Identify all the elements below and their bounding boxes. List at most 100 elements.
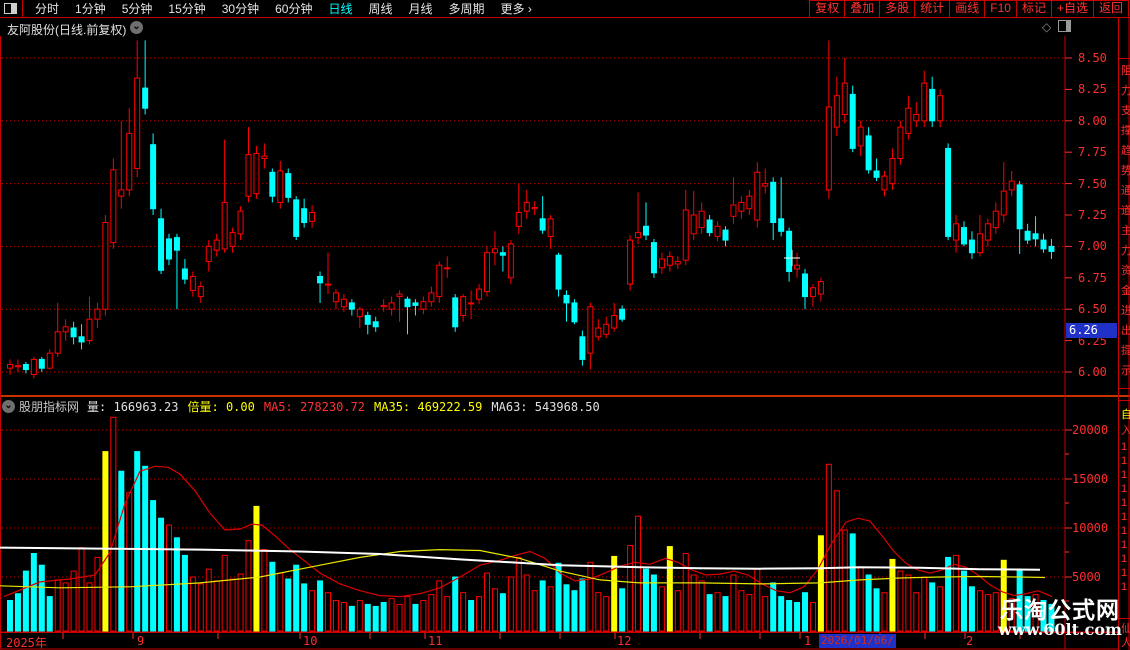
period-item-5分钟[interactable]: 5分钟 — [121, 2, 153, 16]
strip-list-value: 1 — [1121, 567, 1128, 579]
strip-text: 势 — [1121, 166, 1130, 177]
volume-tick-label: 10000 — [1072, 521, 1109, 535]
watermark-url: www.60lt.com — [998, 620, 1122, 640]
price-tick-label: 7.00 — [1078, 239, 1107, 254]
watermark-site-name: 乐淘公式网 — [999, 597, 1120, 623]
time-label-2: 2 — [966, 634, 974, 648]
strip-text: 出 — [1121, 326, 1130, 337]
indicator-field: MA5: 278230.72 — [263, 399, 366, 414]
strip-text: 通 — [1121, 186, 1130, 197]
strip-list-value: 1 — [1121, 497, 1128, 509]
strip-list-value: 1 — [1121, 553, 1128, 565]
period-item-周线[interactable]: 周线 — [368, 2, 393, 16]
chevron-down-icon[interactable]: ⌄ — [2, 399, 15, 413]
strip-text: 提 — [1121, 346, 1130, 357]
action-button-画线[interactable]: 画线 — [949, 1, 984, 17]
strip-list-value: 1 — [1121, 511, 1128, 523]
strip-list-value: 1 — [1121, 483, 1128, 495]
action-button-复权[interactable]: 复权 — [815, 1, 840, 15]
strip-text: 进 — [1121, 306, 1130, 317]
period-item-30分钟[interactable]: 30分钟 — [221, 2, 260, 16]
volume-tick-label: 15000 — [1072, 472, 1109, 486]
clipped-side-panel: 阻力支撑趋势通道主力资金进出提示自入11111111111仙人指 — [1118, 18, 1130, 650]
strip-list-value: 1 — [1121, 469, 1128, 481]
indicator-field: MA63: 543968.50 — [491, 399, 600, 414]
watermark: 乐淘公式网 www.60lt.com — [998, 598, 1122, 639]
indicator-header: ⌄ 股朋指标网 量: 166963.23 倍量: 0.00 MA5: 278230.… — [0, 398, 1060, 414]
indicator-field: MA35: 469222.59 — [374, 399, 483, 414]
time-label-1: 1 — [804, 634, 812, 648]
action-button-返回[interactable]: 返回 — [1092, 1, 1128, 17]
strip-divider — [1119, 400, 1130, 401]
action-button-多股[interactable]: 多股 — [879, 1, 914, 17]
strip-text: 人 — [1121, 638, 1130, 649]
strip-text: 仙 — [1121, 624, 1130, 635]
strip-list-value: 1 — [1121, 581, 1128, 593]
volume-tick-label: 5000 — [1072, 570, 1101, 584]
price-tick-label: 8.50 — [1078, 51, 1107, 65]
current-price-tag: 6.26 — [1066, 323, 1117, 338]
price-tick-label: 6.50 — [1078, 302, 1107, 317]
price-tick-label: 6.75 — [1078, 270, 1107, 285]
strip-text: 金 — [1121, 286, 1130, 297]
strip-list-value: 1 — [1121, 525, 1128, 537]
strip-text: 阻 — [1121, 66, 1130, 77]
price-tick-label: 8.25 — [1078, 82, 1107, 97]
volume-tick-label: 20000 — [1072, 423, 1109, 437]
window-split-icon[interactable] — [4, 3, 17, 14]
strip-text: 力 — [1121, 246, 1130, 257]
time-label-9: 9 — [137, 634, 145, 648]
price-tick-label: 8.00 — [1078, 113, 1107, 128]
strip-text: 入 — [1121, 426, 1130, 437]
period-item-1分钟[interactable]: 1分钟 — [75, 2, 106, 16]
time-label-11: 11 — [428, 634, 443, 648]
strip-divider — [1119, 58, 1130, 59]
price-tick-label: 7.75 — [1078, 145, 1107, 160]
strip-list-value: 1 — [1121, 441, 1128, 453]
strip-divider — [1119, 618, 1130, 619]
action-button-F10[interactable]: F10 — [984, 1, 1016, 17]
strip-text: 撑 — [1121, 126, 1130, 137]
period-item-多周期[interactable]: 多周期 — [448, 2, 485, 16]
indicator-field: 量: 166963.23 — [87, 399, 179, 414]
period-item-更多›[interactable]: 更多 › — [500, 2, 532, 16]
action-button-+自选[interactable]: +自选 — [1050, 1, 1093, 17]
strip-list-value: 1 — [1121, 455, 1128, 467]
strip-text: 力 — [1121, 86, 1130, 97]
strip-text: 示 — [1121, 366, 1130, 377]
title-bar: 友阿股份(日线.前复权) ⌄ ◇ — [0, 18, 1130, 37]
time-label-2025年: 2025年 — [6, 636, 47, 650]
strip-text: 道 — [1121, 206, 1130, 217]
action-button-标记[interactable]: 标记 — [1015, 1, 1051, 17]
action-button-统计[interactable]: 统计 — [914, 1, 949, 17]
period-item-月线[interactable]: 月线 — [408, 2, 433, 16]
diamond-icon[interactable]: ◇ — [1042, 20, 1052, 34]
strip-divider — [1119, 208, 1130, 209]
stock-title: 友阿股份(日线.前复权) — [7, 23, 127, 37]
strip-divider — [1119, 388, 1130, 389]
period-item-分时[interactable]: 分时 — [35, 2, 60, 16]
strip-text: 趋 — [1121, 146, 1130, 157]
period-menu: 分时 1分钟 5分钟 15分钟 30分钟 60分钟 日线 周线 月线 多周期 更多 › — [22, 0, 540, 17]
strip-list-value: 1 — [1121, 539, 1128, 551]
window-icon[interactable] — [1058, 20, 1071, 32]
period-item-15分钟[interactable]: 15分钟 — [168, 2, 206, 16]
time-label-10: 10 — [303, 634, 318, 648]
indicator-field: 倍量: 0.00 — [187, 399, 255, 414]
time-axis — [0, 632, 1118, 650]
chevron-down-icon[interactable]: ⌄ — [130, 21, 143, 34]
price-tick-label: 7.25 — [1078, 208, 1107, 222]
period-toolbar: 分时 1分钟 5分钟 15分钟 30分钟 60分钟 日线 周线 月线 多周期 更多 › 复权 叠加 多股… — [0, 0, 1130, 18]
strip-text: 支 — [1121, 106, 1130, 117]
price-tick-label: 7.50 — [1078, 176, 1107, 191]
period-item-60分钟[interactable]: 60分钟 — [275, 2, 313, 16]
strip-text: 主 — [1121, 226, 1130, 237]
indicator-name: 股朋指标网 — [19, 399, 80, 414]
action-button-叠加[interactable]: 叠加 — [844, 1, 879, 17]
price-tick-label: 6.00 — [1078, 365, 1107, 379]
period-item-日线[interactable]: 日线 — [328, 2, 353, 16]
action-buttons: 复权 叠加 多股 统计 画线 F10 标记 +自选 返回 — [809, 0, 1129, 18]
selected-date-tag: 2026/01/06/二 — [819, 634, 896, 650]
